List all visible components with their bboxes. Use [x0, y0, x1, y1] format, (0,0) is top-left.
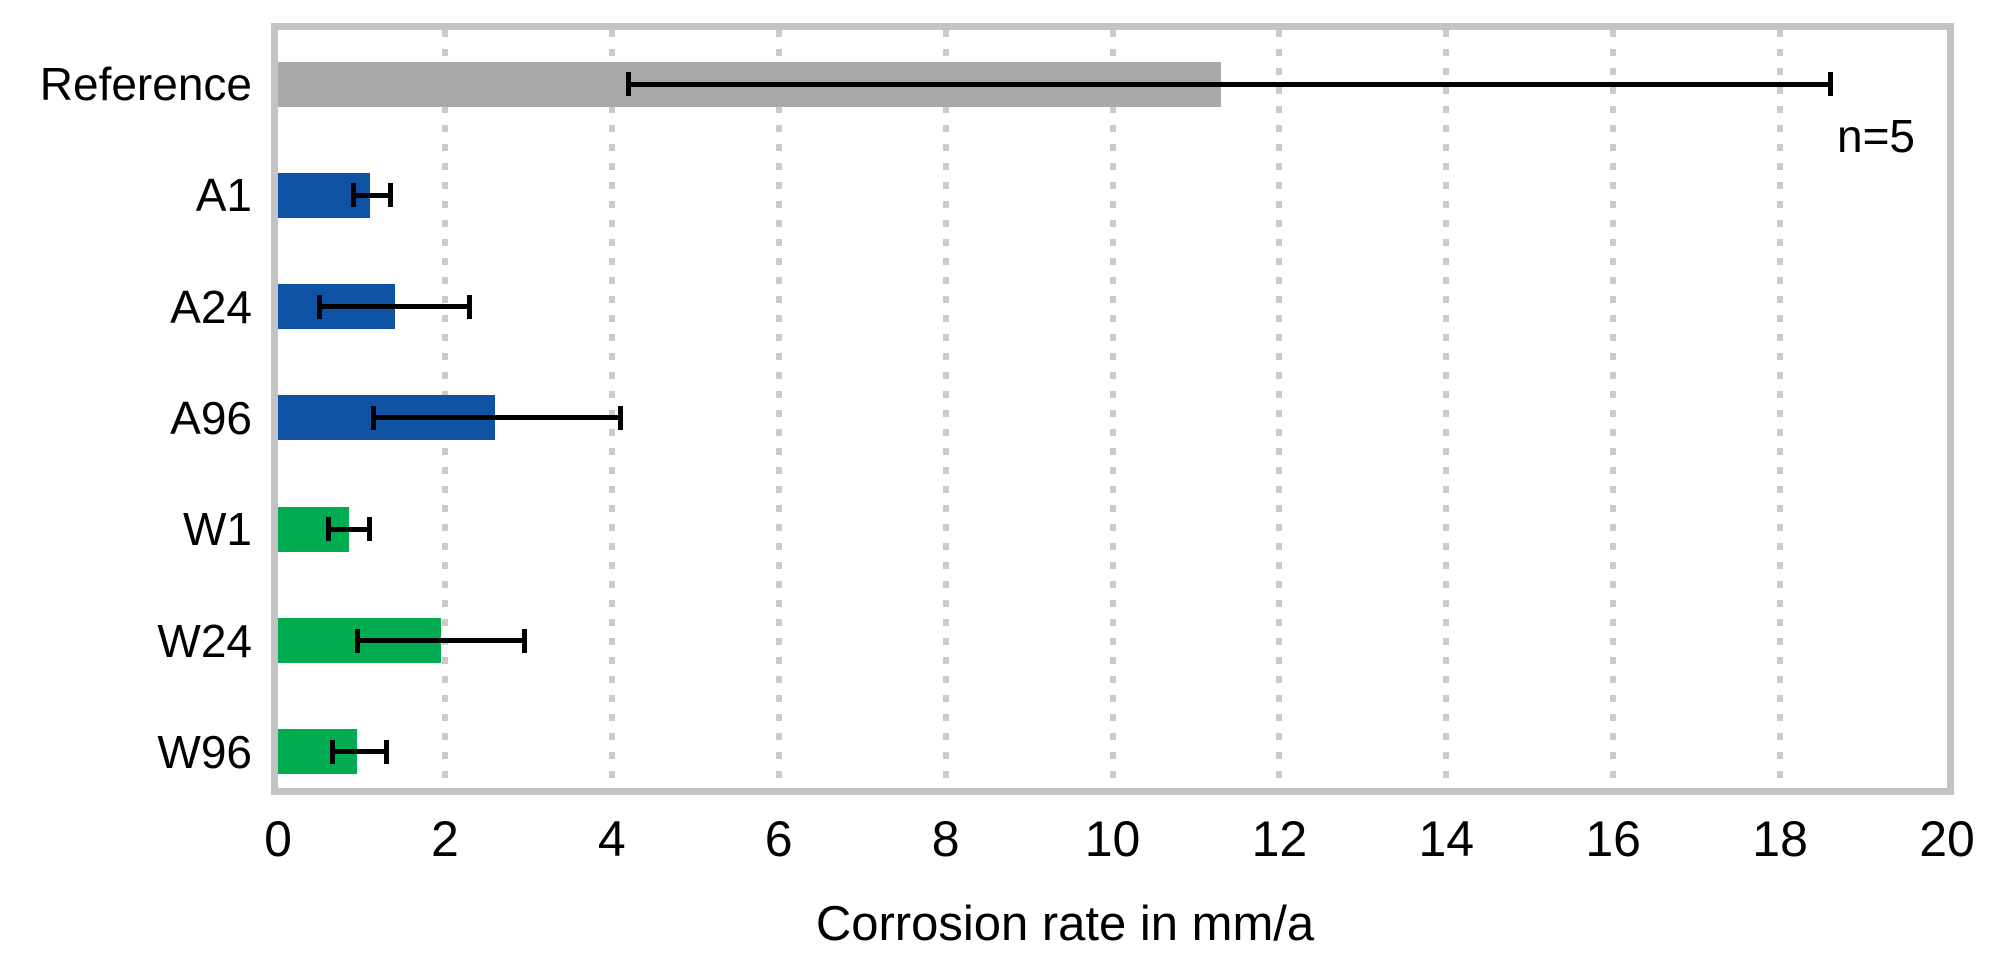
errorbar-cap-low-a1: [350, 183, 356, 208]
x-axis-title: Corrosion rate in mm/a: [815, 897, 1315, 951]
errorbar-cap-high-a1: [388, 183, 394, 208]
errorbar-line-w1: [328, 526, 370, 532]
errorbar-line-w96: [332, 749, 387, 755]
errorbar-cap-high-w96: [383, 739, 389, 764]
gridline-x-4: [608, 30, 615, 788]
gridline-x-18: [1777, 30, 1784, 788]
y-label-a1: A1: [195, 169, 252, 222]
errorbar-line-w24: [357, 638, 525, 643]
errorbar-cap-low-w24: [354, 628, 360, 653]
gridline-x-6: [775, 30, 782, 788]
y-label-reference: Reference: [39, 58, 252, 110]
errorbar-line-a24: [319, 304, 470, 310]
x-tick-6: 6: [764, 811, 793, 867]
x-tick-10: 10: [1084, 811, 1141, 867]
errorbar-cap-high-a96: [617, 405, 623, 430]
errorbar-cap-low-w96: [329, 739, 335, 764]
gridline-x-10: [1109, 30, 1116, 788]
plot-area: n=5: [278, 30, 1947, 788]
errorbar-cap-low-w1: [325, 517, 331, 542]
errorbar-cap-high-w1: [367, 517, 373, 542]
errorbar-line-reference: [628, 81, 1831, 87]
errorbar-cap-high-a24: [467, 294, 473, 319]
x-tick-0: 0: [264, 811, 292, 867]
y-label-a24: A24: [170, 280, 252, 333]
sample-size-annotation: n=5: [1836, 110, 1916, 162]
gridline-x-16: [1610, 30, 1617, 788]
errorbar-cap-low-a24: [317, 294, 323, 319]
y-label-a96: A96: [170, 391, 252, 444]
plot-frame: [271, 23, 1954, 795]
gridline-x-8: [942, 30, 949, 788]
errorbar-cap-high-reference: [1827, 72, 1833, 96]
errorbar-cap-low-a96: [371, 405, 377, 430]
y-label-w24: W24: [157, 614, 252, 667]
gridline-x-12: [1276, 30, 1283, 788]
y-label-w1: W1: [183, 503, 252, 556]
errorbar-line-a1: [353, 192, 391, 198]
y-label-w96: W96: [157, 725, 252, 778]
errorbar-cap-low-reference: [625, 72, 631, 96]
x-tick-18: 18: [1752, 811, 1808, 867]
x-tick-4: 4: [597, 811, 626, 867]
x-tick-16: 16: [1585, 811, 1641, 867]
gridline-x-14: [1443, 30, 1450, 788]
x-tick-12: 12: [1251, 811, 1308, 867]
errorbar-cap-high-w24: [521, 628, 527, 653]
x-tick-20: 20: [1919, 811, 1975, 867]
x-tick-8: 8: [931, 811, 960, 867]
errorbar-line-a96: [373, 415, 621, 421]
x-tick-14: 14: [1418, 811, 1475, 867]
x-tick-2: 2: [430, 811, 459, 867]
